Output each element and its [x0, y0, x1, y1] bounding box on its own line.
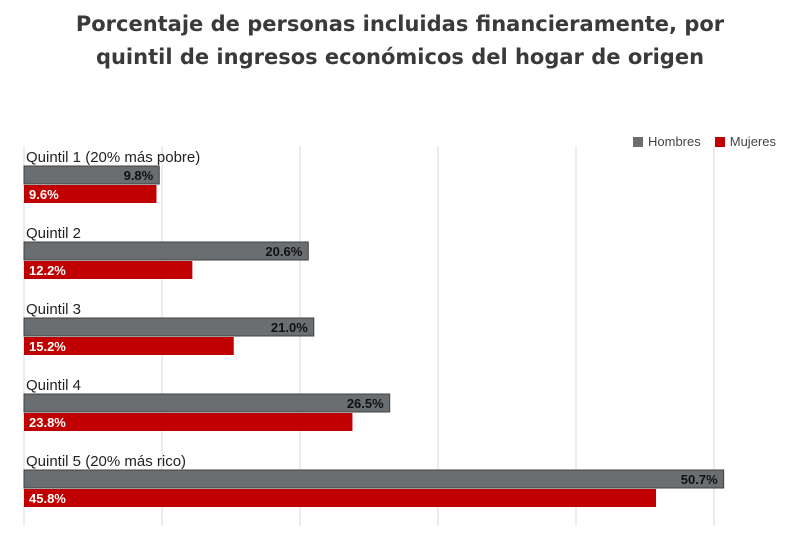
- bar-hombres: [23, 393, 391, 413]
- bar-mujeres: [24, 413, 353, 431]
- bar-mujeres: [24, 489, 657, 507]
- chart-title-line-2: quintil de ingresos económicos del hogar…: [95, 45, 705, 69]
- bar-hombres: [23, 317, 315, 337]
- category-label: Quintil 2: [26, 225, 81, 242]
- chart-title-line-1: Porcentaje de personas incluidas financi…: [75, 12, 725, 36]
- legend-label-hombres: Hombres: [648, 134, 701, 149]
- data-label-mujeres: 45.8%: [29, 491, 66, 506]
- data-label-hombres: 9.8%: [124, 168, 154, 183]
- data-label-mujeres: 9.6%: [29, 187, 59, 202]
- legend-item-hombres: Hombres: [633, 134, 701, 149]
- legend-label-mujeres: Mujeres: [729, 134, 776, 149]
- data-label-hombres: 26.5%: [347, 396, 384, 411]
- category-label: Quintil 5 (20% más rico): [26, 453, 186, 470]
- chart-title: Porcentaje de personas incluidas financi…: [0, 8, 800, 74]
- data-label-hombres: 20.6%: [265, 244, 302, 259]
- legend-item-mujeres: Mujeres: [714, 134, 776, 149]
- legend: Hombres Mujeres: [633, 134, 776, 149]
- bar-mujeres: [24, 261, 193, 279]
- category-label: Quintil 4: [26, 377, 81, 394]
- category-label: Quintil 1 (20% más pobre): [26, 149, 200, 166]
- category-label: Quintil 3: [26, 301, 81, 318]
- legend-swatch-hombres: [633, 136, 643, 147]
- data-label-mujeres: 12.2%: [29, 263, 66, 278]
- bar-hombres: [23, 165, 160, 185]
- bar-hombres: [23, 241, 309, 261]
- bar-mujeres: [24, 185, 157, 203]
- data-label-mujeres: 23.8%: [29, 415, 66, 430]
- legend-swatch-mujeres: [714, 136, 725, 147]
- bar-hombres: [23, 469, 725, 489]
- data-label-hombres: 50.7%: [681, 472, 718, 487]
- data-label-mujeres: 15.2%: [29, 339, 66, 354]
- bar-mujeres: [24, 337, 234, 355]
- data-label-hombres: 21.0%: [271, 320, 308, 335]
